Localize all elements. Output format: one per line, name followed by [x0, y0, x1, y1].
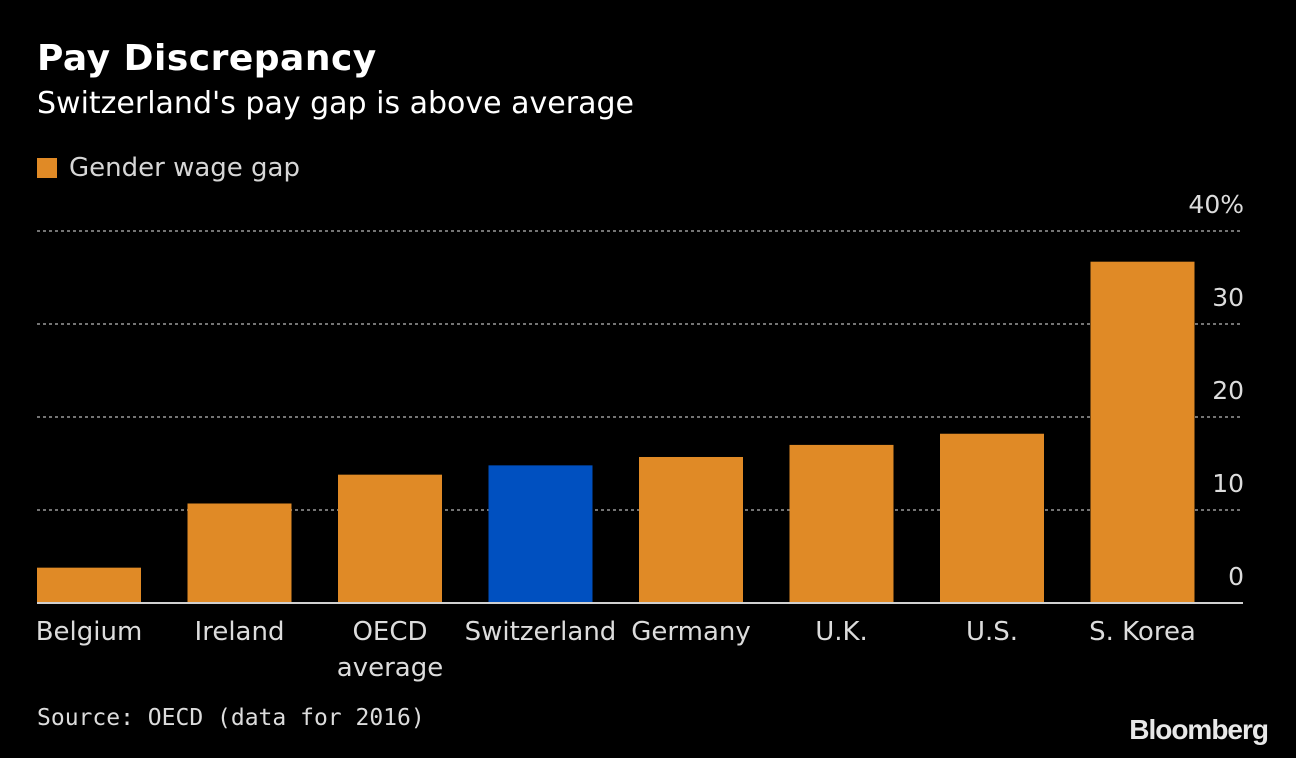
bar: [37, 567, 141, 603]
y-tick-label: 40%: [1188, 190, 1244, 219]
legend-swatch: [37, 158, 57, 178]
legend-label: Gender wage gap: [69, 153, 300, 183]
x-tick-label: Switzerland: [465, 617, 617, 647]
x-tick-label: OECD average: [337, 617, 443, 683]
bar: [1090, 261, 1195, 603]
x-tick-label: S. Korea: [1089, 617, 1196, 647]
x-tick-label: Germany: [631, 617, 751, 647]
bar: [488, 465, 593, 603]
chart-title: Pay Discrepancy: [37, 38, 377, 79]
legend: Gender wage gap: [37, 153, 300, 183]
x-tick-label: Ireland: [195, 617, 285, 647]
source-note: Source: OECD (data for 2016): [37, 705, 425, 731]
bar: [639, 456, 743, 603]
bloomberg-logo: Bloomberg: [1129, 714, 1269, 745]
bar: [338, 474, 442, 603]
x-tick-label: Belgium: [36, 617, 143, 647]
bar: [789, 444, 894, 603]
y-tick-label: 0: [1228, 562, 1244, 591]
y-tick-label: 30: [1212, 283, 1244, 312]
x-tick-label: U.K.: [815, 617, 868, 647]
bar: [940, 433, 1044, 603]
x-tick-label: U.S.: [966, 617, 1018, 647]
chart-subtitle: Switzerland's pay gap is above average: [37, 86, 634, 121]
bar: [187, 503, 292, 603]
y-tick-label: 20: [1212, 376, 1244, 405]
y-tick-label: 10: [1212, 469, 1244, 498]
